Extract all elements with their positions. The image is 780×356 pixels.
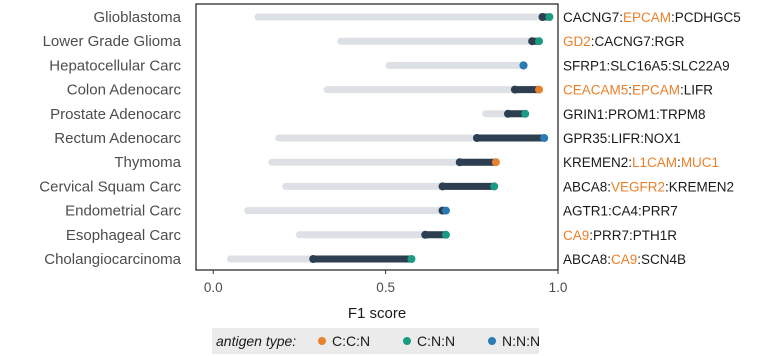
antigen-text: GPR35:LIFR:NOX1	[563, 131, 681, 146]
legend-item: C:N:N	[403, 333, 455, 349]
antigen-highlight: VEGFR2	[611, 179, 665, 194]
legend-title: antigen type:	[216, 333, 296, 349]
antigen-combo-label: CACNG7:EPCAM:PCDHGC5	[563, 10, 741, 25]
x-axis: 0.0 0.5 1.0	[204, 270, 568, 295]
antigen-text: ABCA8:	[563, 252, 611, 267]
category-label: Esophageal Carc	[66, 227, 182, 244]
category-labels: Glioblastoma Lower Grade Glioma Hepatocell…	[39, 9, 181, 268]
best-point	[535, 37, 543, 45]
second-best-point	[421, 231, 429, 239]
dumbbell-row	[248, 207, 450, 215]
dumbbell-row	[486, 110, 530, 118]
antigen-combo-label: CEACAM5:EPCAM:LIFR	[563, 83, 713, 98]
x-tick-label: 1.0	[549, 280, 568, 295]
legend-dot-icon	[488, 337, 496, 345]
antigen-combo-label: ABCA8:VEGFR2:KREMEN2	[563, 179, 734, 194]
legend-item: C:C:N	[318, 333, 370, 349]
dumbbell-row	[272, 158, 500, 166]
category-label: Cholangiocarcinoma	[44, 251, 181, 268]
dumbbell-row	[286, 182, 499, 190]
second-best-point	[528, 37, 536, 45]
antigen-highlight: GD2	[563, 34, 591, 49]
best-point	[442, 207, 450, 215]
best-point	[535, 86, 543, 94]
dumbbell-row	[279, 134, 548, 142]
antigen-highlight: CEACAM5	[563, 83, 628, 98]
antigen-combo-label: GPR35:LIFR:NOX1	[563, 131, 681, 146]
dumbbell-row	[258, 13, 553, 21]
legend-item: N:N:N	[488, 333, 540, 349]
second-best-point	[473, 134, 481, 142]
category-label: Cervical Squam Carc	[39, 178, 181, 195]
legend-label: C:C:N	[332, 333, 370, 349]
category-label: Thymoma	[114, 154, 181, 171]
antigen-text: ABCA8:	[563, 179, 611, 194]
antigen-combo-label: GD2:CACNG7:RGR	[563, 34, 685, 49]
dumbbell-row	[341, 37, 543, 45]
antigen-highlight: CA9	[611, 252, 637, 267]
plot-area	[230, 13, 553, 263]
dumbbell-row	[230, 255, 415, 263]
category-label: Hepatocellular Carc	[49, 57, 181, 74]
antigen-highlight: L1CAM	[632, 155, 677, 170]
second-best-point	[511, 86, 519, 94]
best-point	[492, 158, 500, 166]
category-label: Rectum Adenocarc	[54, 130, 181, 147]
best-point	[442, 231, 450, 239]
legend-dot-icon	[318, 337, 326, 345]
best-point	[540, 134, 548, 142]
best-point	[545, 13, 553, 21]
second-best-point	[439, 182, 447, 190]
antigen-text: :SCN4B	[637, 252, 686, 267]
second-best-point	[504, 110, 512, 118]
dumbbell-row	[389, 61, 527, 69]
dumbbell-row	[299, 231, 450, 239]
antigen-text: GRIN1:PROM1:TRPM8	[563, 107, 706, 122]
legend-label: C:N:N	[417, 333, 455, 349]
category-label: Prostate Adenocarc	[50, 106, 181, 123]
antigen-text: CACNG7	[563, 10, 619, 25]
antigen-text: :LIFR	[680, 83, 713, 98]
antigen-text: SFRP1:SLC16A5:SLC22A9	[563, 58, 730, 73]
x-axis-title: F1 score	[348, 305, 406, 322]
antigen-highlight: CA9	[563, 228, 589, 243]
combination-labels: CACNG7:EPCAM:PCDHGC5 GD2:CACNG7:RGR SFRP1:…	[563, 10, 741, 267]
second-best-point	[538, 13, 546, 21]
antigen-combo-label: ABCA8:CA9:SCN4B	[563, 252, 686, 267]
legend-label: N:N:N	[502, 333, 540, 349]
best-point	[490, 182, 498, 190]
second-best-point	[309, 255, 317, 263]
antigen-highlight: MUC1	[681, 155, 719, 170]
antigen-highlight: EPCAM	[632, 83, 680, 98]
second-best-point	[456, 158, 464, 166]
antigen-combo-label: SFRP1:SLC16A5:SLC22A9	[563, 58, 730, 73]
antigen-text: KREMEN2:	[563, 155, 632, 170]
category-label: Lower Grade Glioma	[43, 33, 182, 50]
best-point	[520, 61, 528, 69]
category-label: Colon Adenocarc	[67, 82, 182, 99]
x-tick-label: 0.5	[376, 280, 395, 295]
x-tick-label: 0.0	[204, 280, 223, 295]
dumbbell-row	[327, 86, 543, 94]
antigen-combo-label: GRIN1:PROM1:TRPM8	[563, 107, 706, 122]
antigen-combo-label: KREMEN2:L1CAM:MUC1	[563, 155, 719, 170]
dumbbell-chart: Glioblastoma Lower Grade Glioma Hepatocell…	[0, 0, 780, 326]
antigen-text: :KREMEN2	[665, 179, 734, 194]
antigen-text: :PRR7:PTH1R	[589, 228, 677, 243]
antigen-text: AGTR1:CA4:PRR7	[563, 204, 678, 219]
legend-dot-icon	[403, 337, 411, 345]
antigen-combo-label: AGTR1:CA4:PRR7	[563, 204, 678, 219]
category-label: Glioblastoma	[93, 9, 181, 26]
antigen-combo-label: CA9:PRR7:PTH1R	[563, 228, 677, 243]
antigen-text: :PCDHGC5	[671, 10, 741, 25]
antigen-highlight: EPCAM	[623, 10, 671, 25]
category-label: Endometrial Carc	[65, 203, 181, 220]
best-point	[521, 110, 529, 118]
best-point	[407, 255, 415, 263]
antigen-text: :CACNG7:RGR	[591, 34, 685, 49]
